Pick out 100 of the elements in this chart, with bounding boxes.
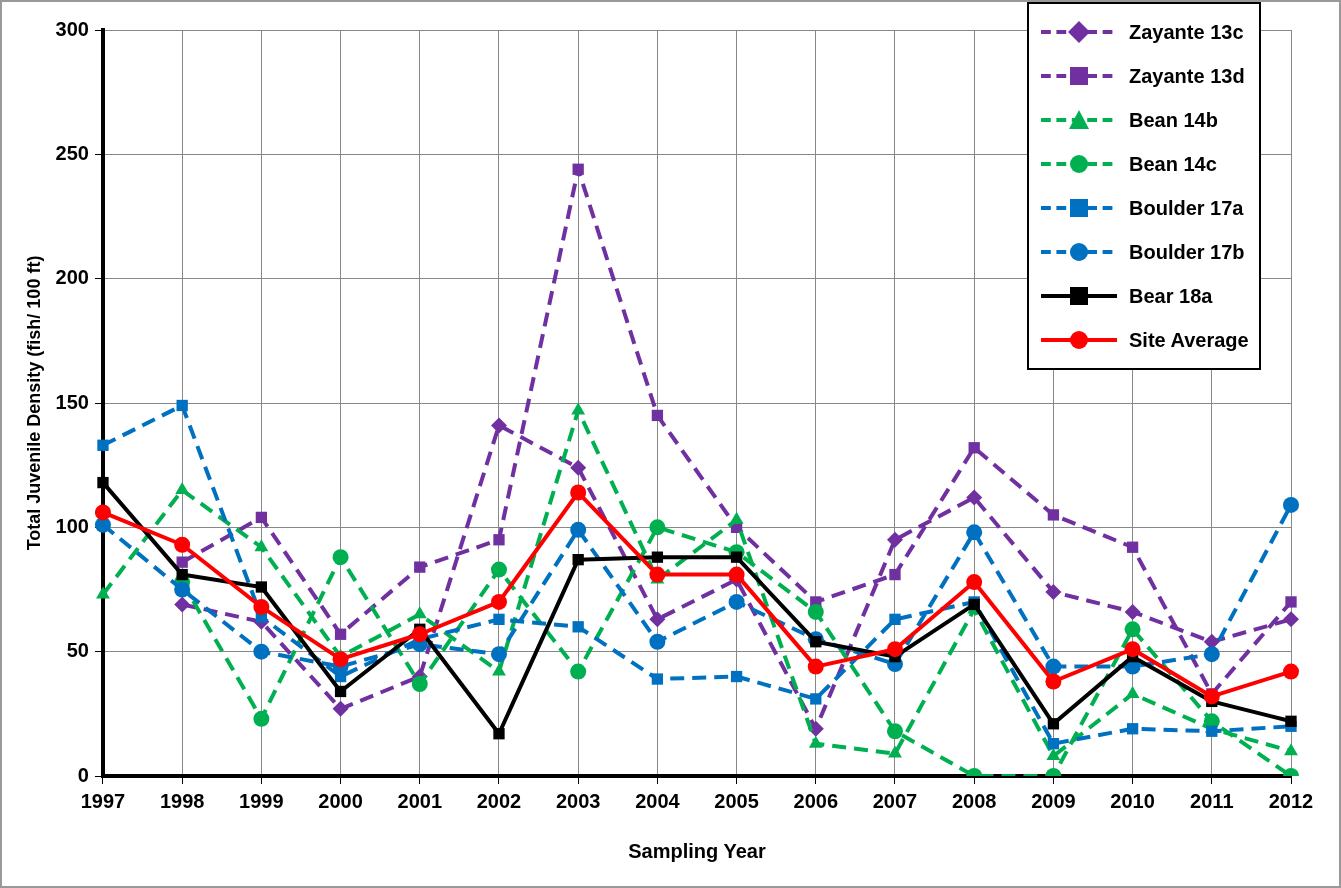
legend-label: Boulder 17b <box>1129 240 1245 264</box>
point <box>412 606 427 619</box>
point <box>1124 621 1141 638</box>
point <box>570 521 587 538</box>
point <box>649 566 666 583</box>
point <box>97 476 109 489</box>
x-tick-label: 2009 <box>1031 789 1076 812</box>
point <box>176 556 188 568</box>
point <box>490 561 507 578</box>
point <box>332 700 349 717</box>
point <box>493 613 505 625</box>
point <box>493 534 505 546</box>
point <box>651 551 664 563</box>
y-tick-label: 100 <box>55 514 89 537</box>
point <box>255 581 268 593</box>
x-tick-label: 2010 <box>1110 789 1155 812</box>
point <box>649 519 666 536</box>
point <box>1045 658 1062 675</box>
x-tick-label: 2007 <box>872 789 918 812</box>
point <box>1047 738 1060 750</box>
y-tick-label: 50 <box>66 639 89 662</box>
point <box>334 628 347 640</box>
point <box>1203 688 1220 705</box>
y-tick-label: 300 <box>55 17 89 40</box>
point <box>570 663 587 680</box>
point <box>493 728 505 740</box>
point <box>571 402 586 415</box>
point <box>966 489 983 506</box>
point <box>411 675 428 692</box>
point <box>886 531 903 548</box>
point <box>414 561 426 573</box>
point <box>1124 603 1141 620</box>
legend-label: Zayante 13c <box>1129 20 1244 44</box>
point <box>1283 663 1299 680</box>
point <box>886 641 903 658</box>
point <box>1045 673 1062 690</box>
point <box>572 163 584 175</box>
point <box>1124 641 1141 658</box>
point <box>96 586 110 599</box>
point <box>1284 743 1298 756</box>
point <box>1047 718 1060 730</box>
point <box>253 710 270 727</box>
point <box>810 693 822 705</box>
point <box>651 673 664 685</box>
point <box>175 482 190 495</box>
legend-label: Bean 14b <box>1129 108 1218 132</box>
legend-label: Bean 14c <box>1129 152 1217 176</box>
point <box>649 633 666 650</box>
point <box>728 566 745 583</box>
point <box>1046 748 1061 761</box>
x-tick-label: 2005 <box>714 789 759 812</box>
legend-label: Zayante 13d <box>1129 64 1245 88</box>
x-tick-label: 1997 <box>80 789 126 812</box>
x-axis-title: Sampling Year <box>628 839 766 862</box>
y-tick-label: 250 <box>55 141 89 164</box>
point <box>255 511 268 524</box>
point <box>570 484 587 501</box>
point <box>1206 725 1218 737</box>
point <box>492 663 506 676</box>
point <box>253 643 270 660</box>
point <box>1285 715 1297 727</box>
point <box>1203 646 1220 663</box>
point <box>651 409 664 422</box>
point <box>1285 596 1297 608</box>
x-tick-label: 2002 <box>476 789 522 812</box>
legend-label: Bear 18a <box>1129 284 1213 308</box>
point <box>334 685 347 698</box>
point <box>886 723 903 740</box>
point <box>174 536 191 553</box>
point <box>966 524 983 541</box>
point <box>332 651 349 668</box>
point <box>570 459 587 476</box>
point <box>807 658 824 675</box>
point <box>730 670 743 683</box>
point <box>1126 541 1139 553</box>
point <box>888 745 902 758</box>
y-tick-label: 150 <box>55 390 89 413</box>
point <box>176 399 188 412</box>
point <box>94 504 111 521</box>
point <box>728 593 745 610</box>
x-tick-label: 1999 <box>239 789 284 812</box>
point <box>572 621 584 633</box>
x-tick-label: 2000 <box>318 789 363 812</box>
point <box>807 603 824 620</box>
point <box>808 735 823 748</box>
legend-label: Site Average <box>1129 328 1249 352</box>
point <box>490 646 507 663</box>
x-tick-label: 2003 <box>555 789 601 812</box>
point <box>254 539 269 552</box>
x-tick-label: 2011 <box>1190 789 1234 812</box>
y-tick-label: 0 <box>77 763 89 786</box>
point <box>1283 611 1299 628</box>
point <box>730 551 743 563</box>
x-tick-label: 2012 <box>1268 789 1314 812</box>
x-tick-label: 2006 <box>793 789 839 812</box>
point <box>490 417 507 434</box>
point <box>966 574 983 591</box>
x-tick-label: 2004 <box>635 789 681 812</box>
point <box>174 581 191 598</box>
legend-label: Boulder 17a <box>1129 196 1244 220</box>
